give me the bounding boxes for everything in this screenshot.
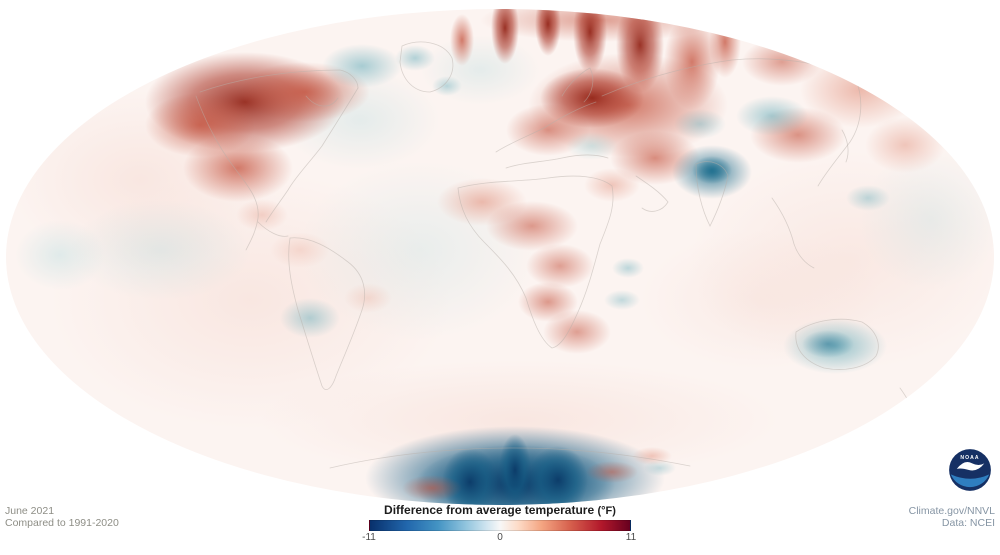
credit-source: Climate.gov/NNVL [908, 505, 995, 517]
credits-block: Climate.gov/NNVL Data: NCEI [909, 505, 995, 529]
colorbar-mid-label: 0 [497, 532, 503, 543]
anomaly-layer [10, 9, 994, 505]
date-baseline-block: June 2021 Compared to 1991-2020 [5, 505, 119, 529]
colorbar-labels: -11 0 11 [362, 532, 636, 545]
legend-title: Difference from average temperature [384, 503, 595, 517]
legend-title-row: Difference from average temperature (°F) [340, 503, 660, 517]
noaa-logo-text: NOAA [960, 455, 979, 461]
coastline-layer [195, 41, 915, 469]
colorbar-min-label: -11 [362, 532, 376, 543]
noaa-logo: NOAA [949, 449, 991, 491]
colorbar [369, 520, 631, 531]
legend: Difference from average temperature (°F)… [340, 503, 660, 545]
colorbar-max-label: 11 [625, 532, 637, 543]
map-date-label: June 2021 [5, 505, 55, 517]
legend-unit: (°F) [597, 505, 616, 517]
map-baseline-label: Compared to 1991-2020 [5, 517, 119, 529]
credit-data: Data: NCEI [941, 517, 995, 529]
